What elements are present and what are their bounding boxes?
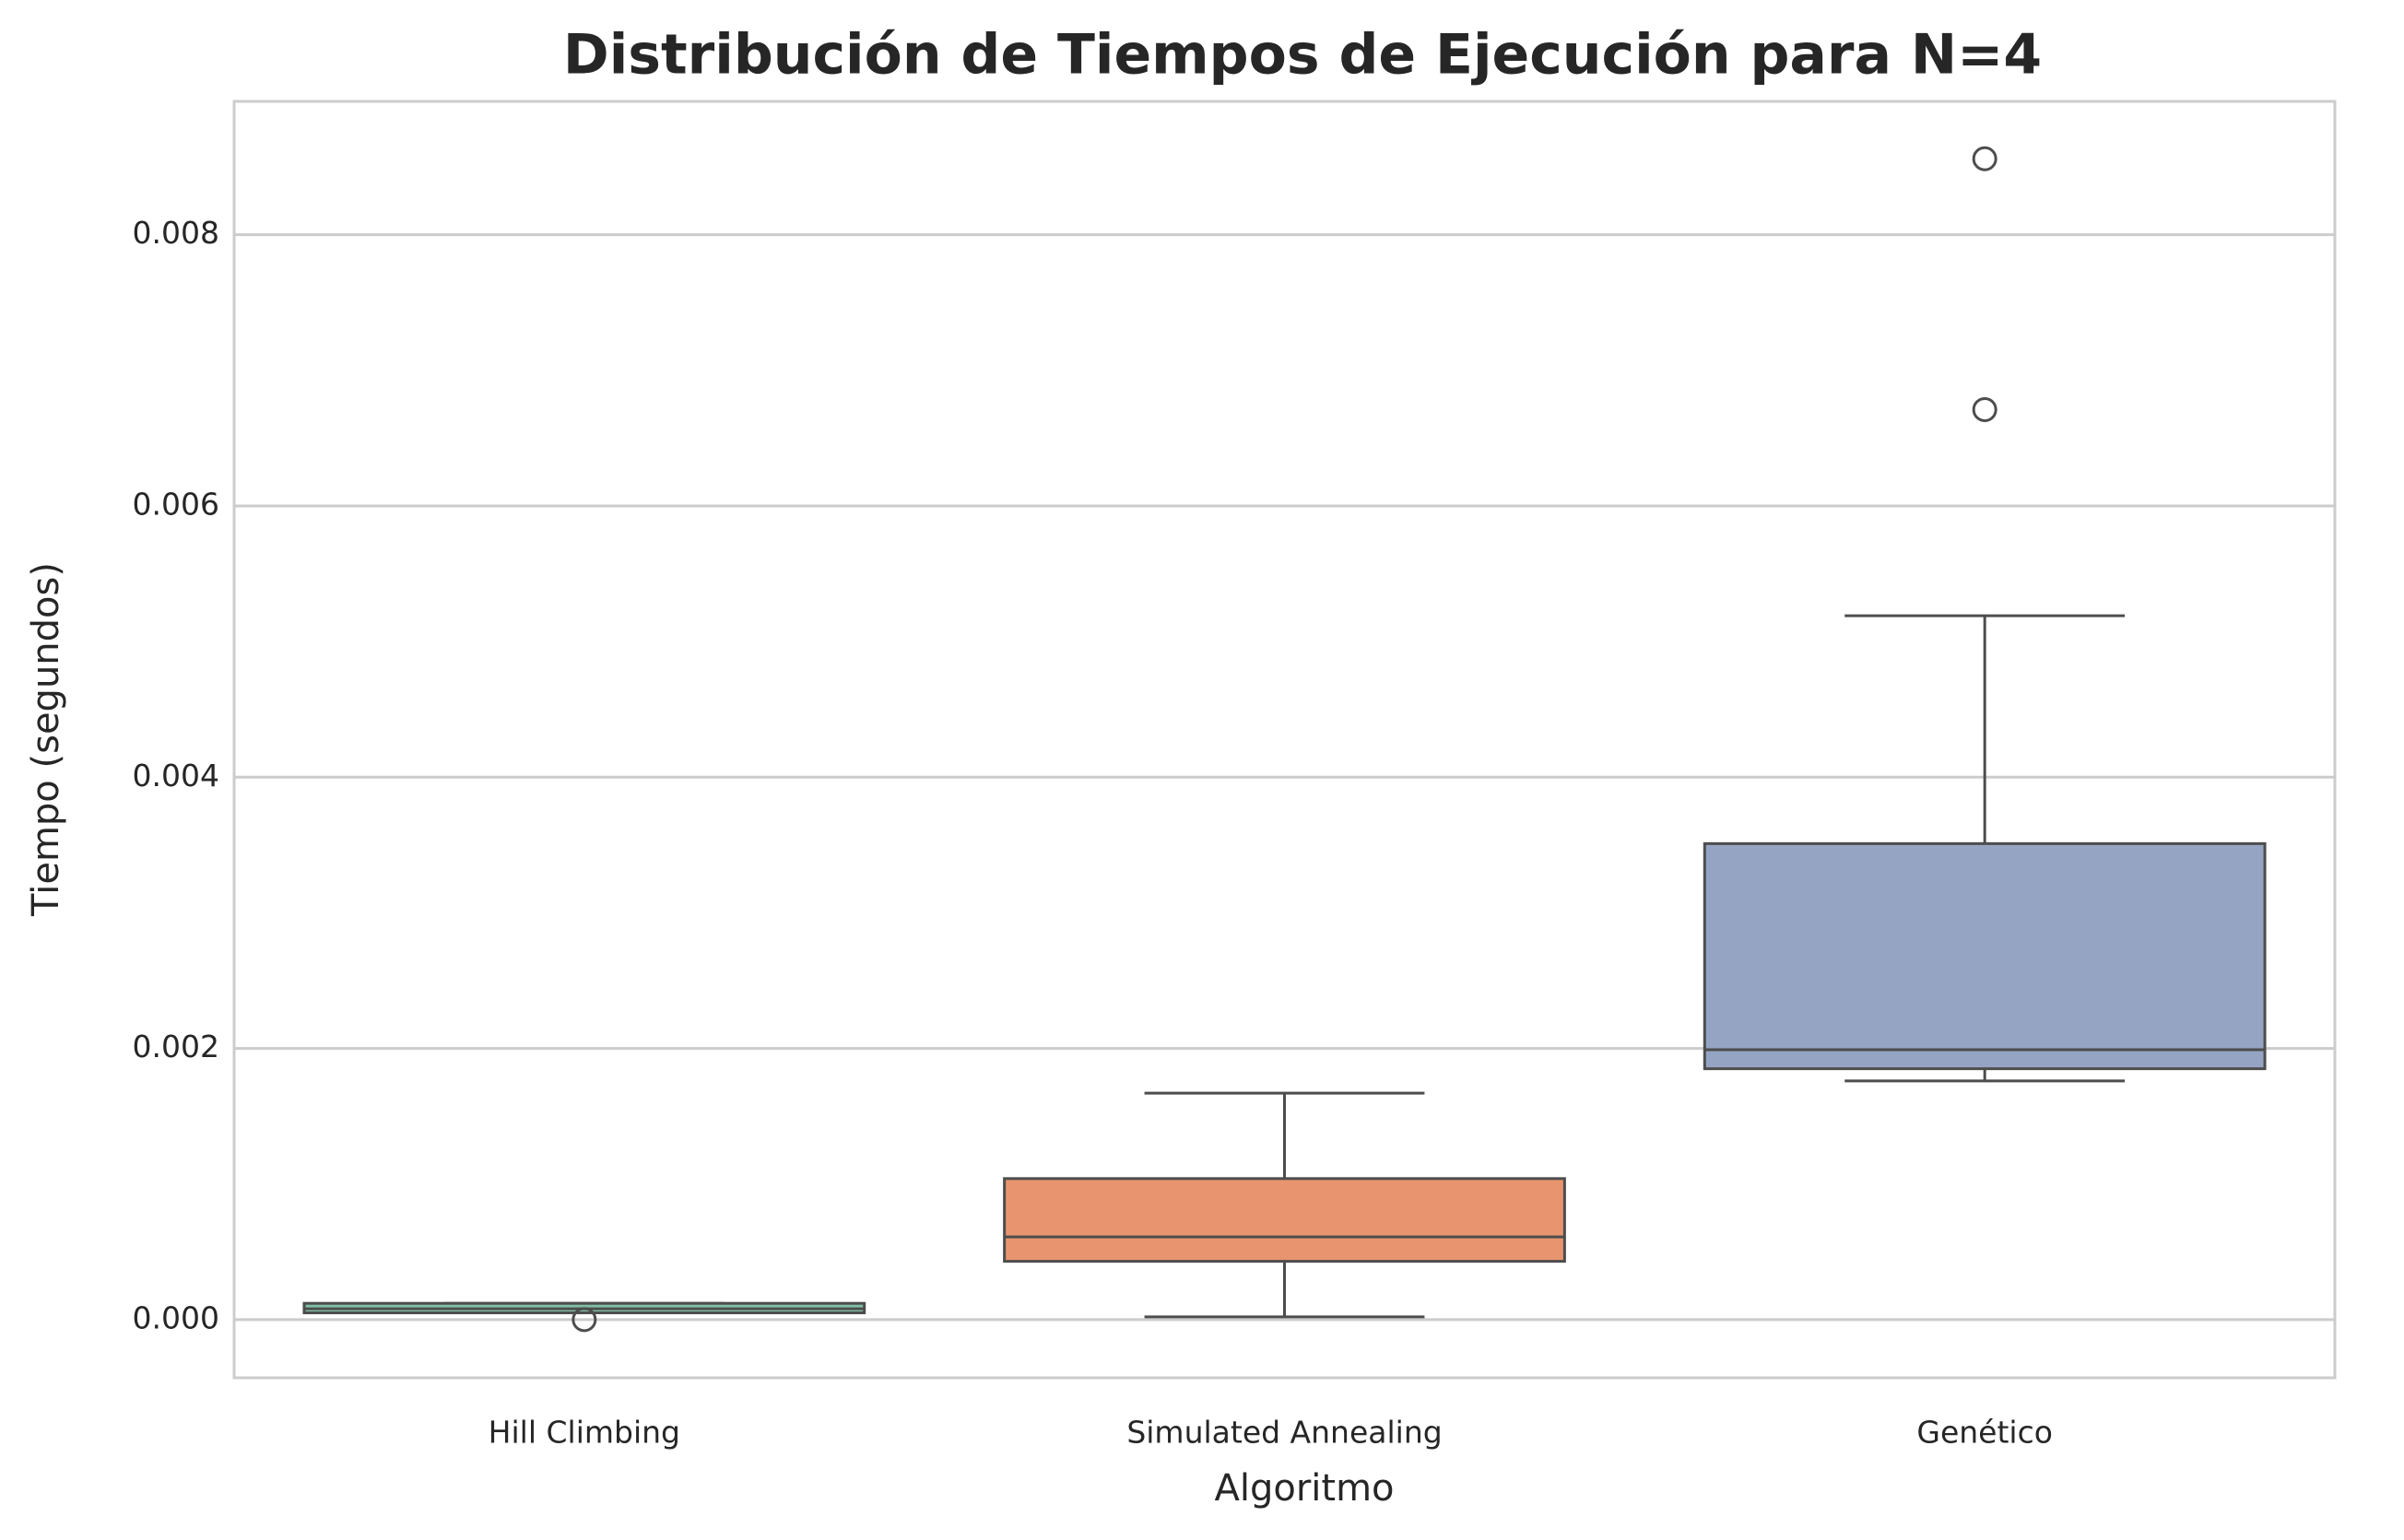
box bbox=[1703, 841, 2267, 1071]
outlier bbox=[1972, 146, 1997, 171]
y-tick-label: 0.004 bbox=[133, 758, 219, 794]
outlier bbox=[572, 1307, 597, 1333]
x-axis-label: Algoritmo bbox=[1214, 1467, 1394, 1510]
chart-title: Distribución de Tiempos de Ejecución par… bbox=[563, 23, 2042, 88]
x-tick-label: Genético bbox=[1916, 1415, 2053, 1451]
box bbox=[1003, 1177, 1566, 1264]
x-tick-label: Hill Climbing bbox=[489, 1415, 680, 1451]
x-tick-label: Simulated Annealing bbox=[1126, 1415, 1442, 1451]
y-tick-label: 0.000 bbox=[133, 1299, 219, 1335]
plot-frame bbox=[232, 100, 2337, 1380]
y-tick-label: 0.002 bbox=[133, 1029, 219, 1064]
y-tick-label: 0.008 bbox=[133, 215, 219, 251]
y-tick-label: 0.006 bbox=[133, 486, 219, 522]
y-axis-label: Tiempo (segundos) bbox=[25, 562, 67, 917]
outlier bbox=[1972, 396, 1997, 422]
